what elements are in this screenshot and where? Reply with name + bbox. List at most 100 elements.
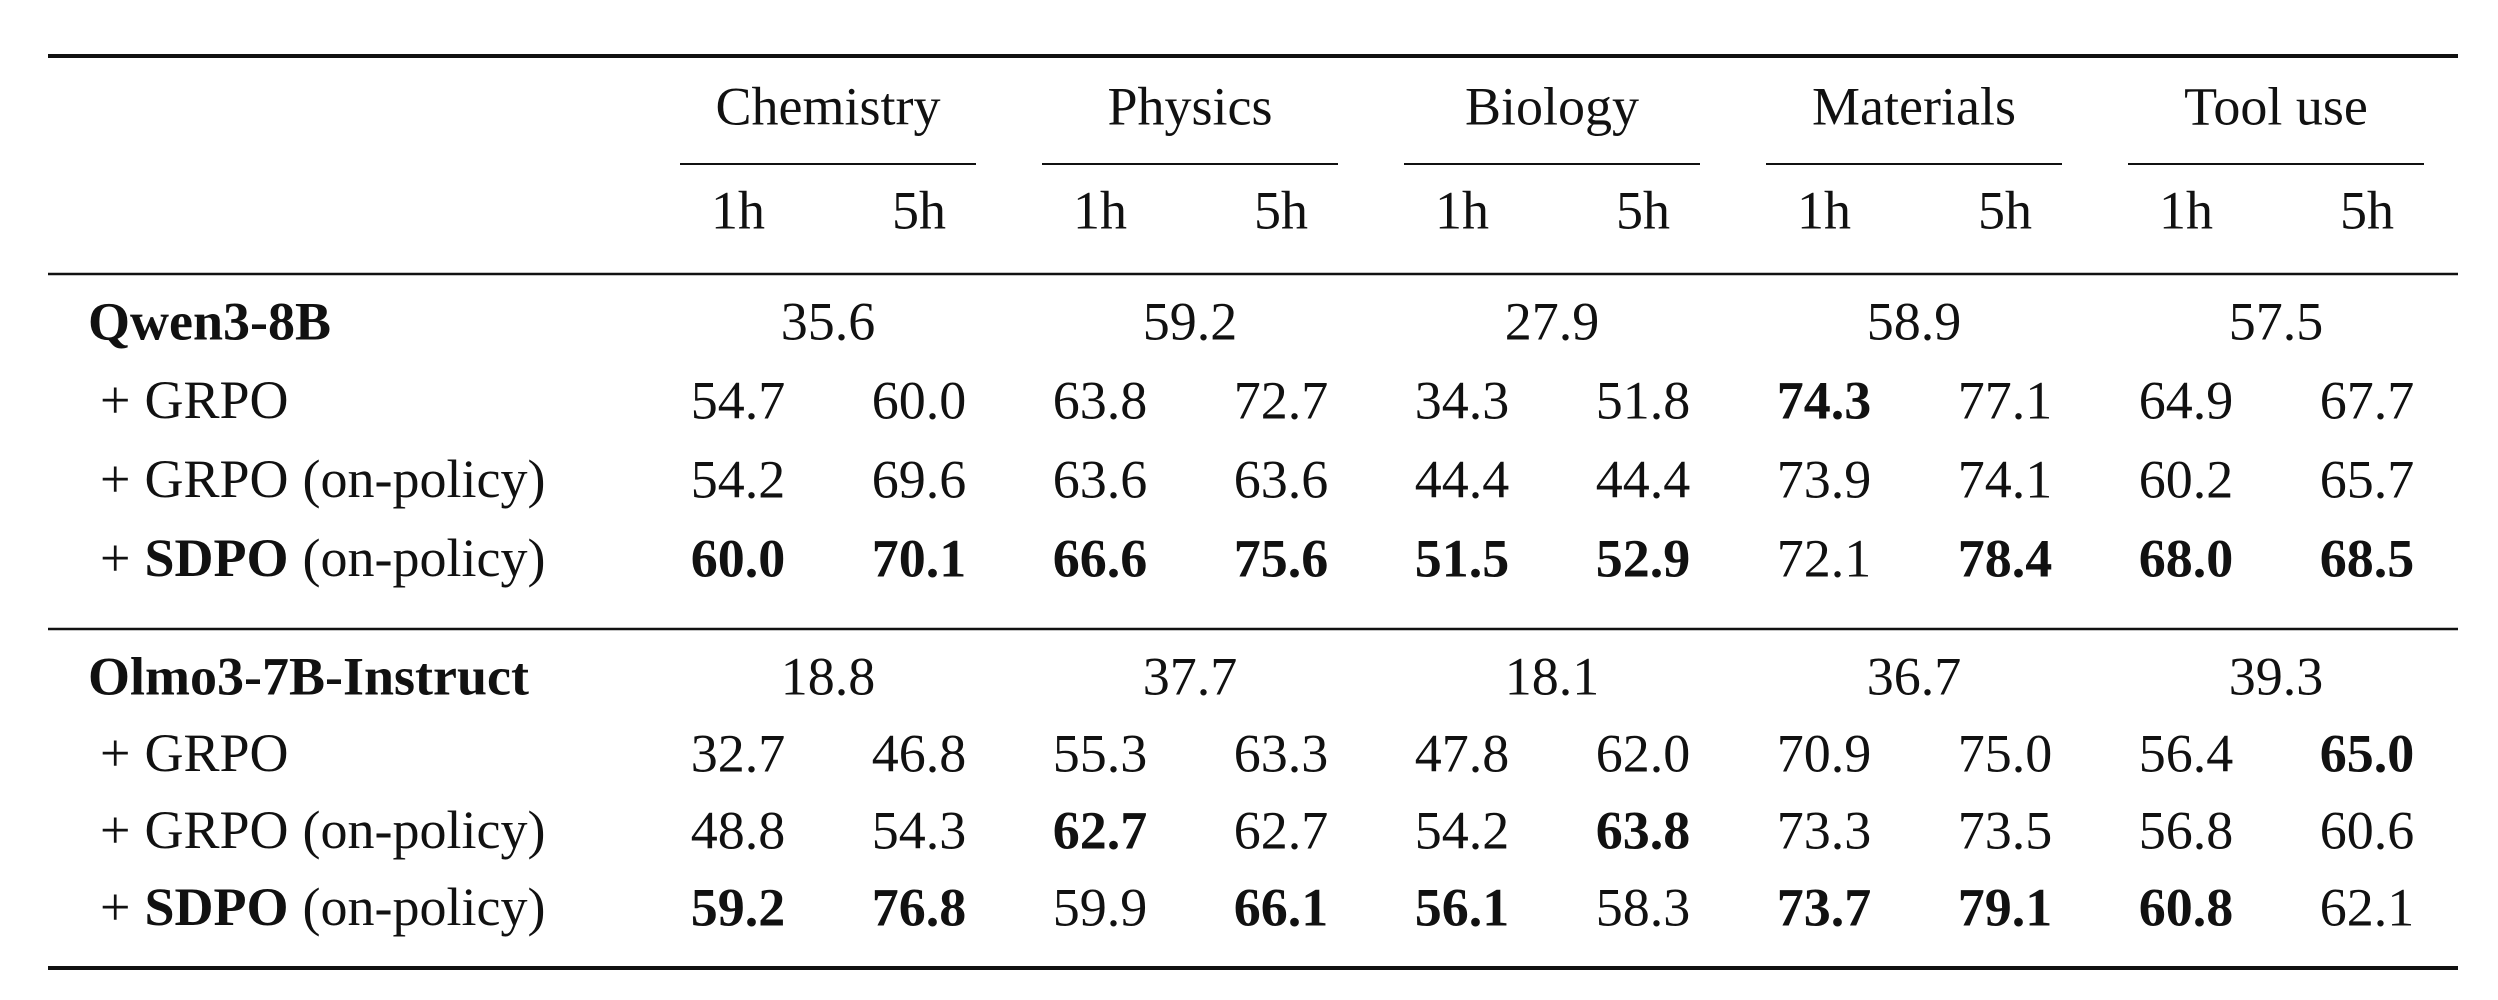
- base-score: 18.8: [781, 646, 876, 706]
- score-cell: 44.4: [1415, 449, 1510, 509]
- score-cell: 63.3: [1234, 723, 1329, 783]
- column-header: 1h: [1073, 180, 1127, 240]
- score-cell: 68.5: [2320, 528, 2415, 588]
- method-label: + GRPO (on-policy): [100, 800, 545, 860]
- method-prefix: +: [100, 723, 130, 783]
- method-qualifier: (on-policy): [303, 877, 546, 937]
- method-name: GRPO: [144, 800, 288, 860]
- column-header: 1h: [2159, 180, 2213, 240]
- method-name: GRPO: [144, 723, 288, 783]
- method-label: + GRPO (on-policy): [100, 449, 545, 509]
- method-label: + SDPO (on-policy): [100, 877, 545, 937]
- column-header: 5h: [1254, 180, 1308, 240]
- score-cell: 34.3: [1415, 370, 1510, 430]
- score-cell: 72.1: [1777, 528, 1872, 588]
- score-cell: 59.2: [691, 877, 786, 937]
- score-cell: 75.6: [1234, 528, 1329, 588]
- score-cell: 54.2: [1415, 800, 1510, 860]
- score-cell: 75.0: [1958, 723, 2053, 783]
- group-header: Biology: [1465, 76, 1639, 136]
- score-cell: 58.3: [1596, 877, 1691, 937]
- column-header: 1h: [1797, 180, 1851, 240]
- group-header: Materials: [1812, 76, 2016, 136]
- score-cell: 51.5: [1415, 528, 1510, 588]
- score-cell: 51.8: [1596, 370, 1691, 430]
- group-header: Tool use: [2184, 76, 2368, 136]
- score-cell: 47.8: [1415, 723, 1510, 783]
- column-header: 5h: [1616, 180, 1670, 240]
- score-cell: 60.0: [872, 370, 967, 430]
- score-cell: 69.6: [872, 449, 967, 509]
- score-cell: 52.9: [1596, 528, 1691, 588]
- score-cell: 56.1: [1415, 877, 1510, 937]
- base-score: 35.6: [781, 291, 876, 351]
- score-cell: 60.0: [691, 528, 786, 588]
- score-cell: 68.0: [2139, 528, 2234, 588]
- base-score: 37.7: [1143, 646, 1238, 706]
- score-cell: 55.3: [1053, 723, 1148, 783]
- method-qualifier: (on-policy): [303, 449, 546, 509]
- score-cell: 56.4: [2139, 723, 2234, 783]
- score-cell: 63.8: [1596, 800, 1691, 860]
- method-label: + GRPO: [100, 723, 289, 783]
- method-prefix: +: [100, 877, 130, 937]
- score-cell: 70.9: [1777, 723, 1872, 783]
- score-cell: 72.7: [1234, 370, 1329, 430]
- score-cell: 70.1: [872, 528, 967, 588]
- score-cell: 44.4: [1596, 449, 1691, 509]
- score-cell: 74.3: [1777, 370, 1872, 430]
- base-score: 57.5: [2229, 291, 2324, 351]
- score-cell: 73.5: [1958, 800, 2053, 860]
- score-cell: 78.4: [1958, 528, 2053, 588]
- score-cell: 63.6: [1053, 449, 1148, 509]
- score-cell: 64.9: [2139, 370, 2234, 430]
- column-header: 5h: [2340, 180, 2394, 240]
- method-qualifier: (on-policy): [303, 528, 546, 588]
- method-prefix: +: [100, 800, 130, 860]
- score-cell: 79.1: [1958, 877, 2053, 937]
- method-name: GRPO: [144, 449, 288, 509]
- score-cell: 62.0: [1596, 723, 1691, 783]
- score-cell: 74.1: [1958, 449, 2053, 509]
- score-cell: 62.1: [2320, 877, 2415, 937]
- method-name: GRPO: [144, 370, 288, 430]
- score-cell: 59.9: [1053, 877, 1148, 937]
- base-score: 27.9: [1505, 291, 1600, 351]
- method-label: + SDPO (on-policy): [100, 528, 545, 588]
- column-header: 1h: [1435, 180, 1489, 240]
- score-cell: 66.1: [1234, 877, 1329, 937]
- score-cell: 73.9: [1777, 449, 1872, 509]
- score-cell: 46.8: [872, 723, 967, 783]
- score-cell: 48.8: [691, 800, 786, 860]
- base-score: 36.7: [1867, 646, 1962, 706]
- model-name: Olmo3-7B-Instruct: [88, 646, 529, 706]
- group-header: Chemistry: [716, 76, 941, 136]
- group-header: Physics: [1107, 76, 1272, 136]
- method-prefix: +: [100, 449, 130, 509]
- score-cell: 62.7: [1053, 800, 1148, 860]
- method-name: SDPO: [144, 528, 288, 588]
- score-cell: 60.2: [2139, 449, 2234, 509]
- score-cell: 56.8: [2139, 800, 2234, 860]
- score-cell: 67.7: [2320, 370, 2415, 430]
- score-cell: 63.6: [1234, 449, 1329, 509]
- score-cell: 65.7: [2320, 449, 2415, 509]
- score-cell: 73.3: [1777, 800, 1872, 860]
- score-cell: 66.6: [1053, 528, 1148, 588]
- model-name: Qwen3-8B: [88, 291, 331, 351]
- score-cell: 73.7: [1777, 877, 1872, 937]
- base-score: 39.3: [2229, 646, 2324, 706]
- base-score: 58.9: [1867, 291, 1962, 351]
- score-cell: 76.8: [872, 877, 967, 937]
- score-cell: 65.0: [2320, 723, 2415, 783]
- score-cell: 60.8: [2139, 877, 2234, 937]
- method-qualifier: (on-policy): [303, 800, 546, 860]
- score-cell: 54.3: [872, 800, 967, 860]
- base-score: 18.1: [1505, 646, 1600, 706]
- score-cell: 54.7: [691, 370, 786, 430]
- base-score: 59.2: [1143, 291, 1238, 351]
- method-label: + GRPO: [100, 370, 289, 430]
- column-header: 1h: [711, 180, 765, 240]
